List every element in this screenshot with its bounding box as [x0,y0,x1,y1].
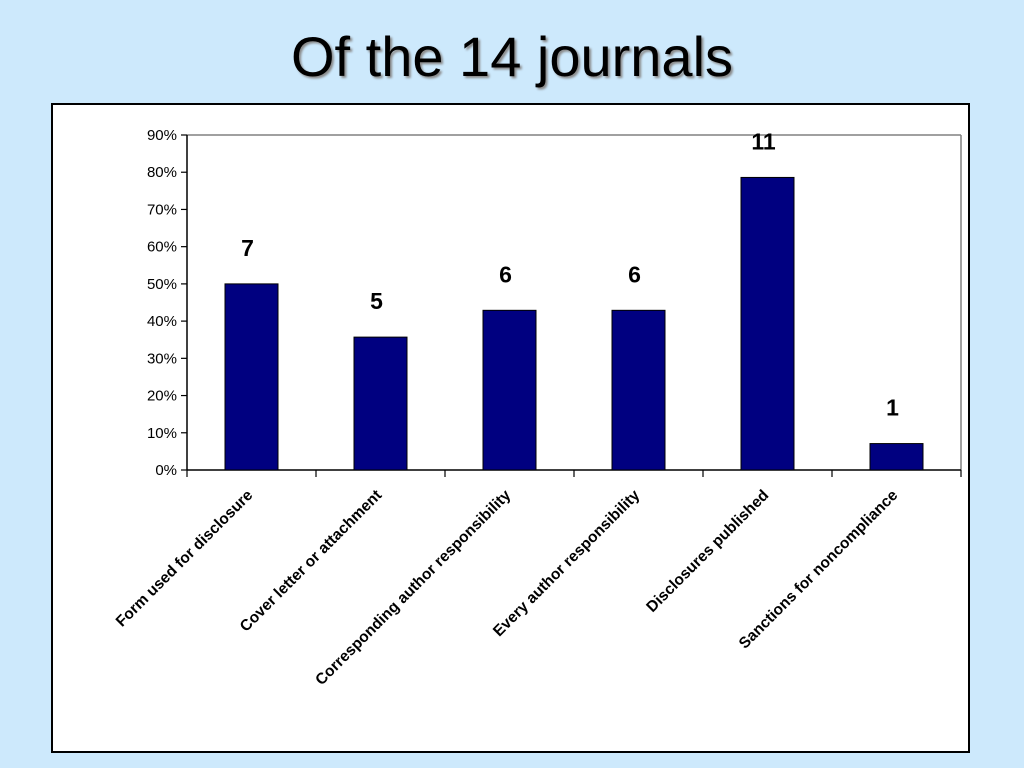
plot-area: 0% 10% 20% 30% 40% 50% 60% 70% 80% 90% 7 Form used … [113,127,962,689]
y-tick-label: 20% [147,388,177,405]
y-tick-label: 80% [147,164,177,181]
bar-2 [353,336,408,471]
y-tick-label: 40% [147,313,177,330]
data-label: 6 [628,261,641,287]
data-label: 11 [751,128,776,154]
category-label: Sanctions for noncompliance [736,487,902,653]
bar-3 [482,309,537,471]
bar-chart: 0% 10% 20% 30% 40% 50% 60% 70% 80% 90% 7 Form used … [113,127,962,689]
data-label: 7 [241,235,254,261]
category-label: Form used for disclosure [113,487,257,631]
y-tick-label: 0% [155,462,177,479]
data-label: 5 [370,288,383,314]
data-label: 6 [499,261,512,287]
category-label: Cover letter or attachment [237,487,385,635]
y-tick-label: 60% [147,239,177,256]
bar-5 [740,176,795,471]
bar-1 [224,283,279,471]
data-label: 1 [886,395,899,421]
category-label: Disclosures published [643,487,772,616]
y-tick-label: 30% [147,350,177,367]
y-tick-label: 10% [147,425,177,442]
bar-6 [869,443,924,471]
y-tick-label: 50% [147,276,177,293]
chart-panel: 0% 10% 20% 30% 40% 50% 60% 70% 80% 90% 7 Form used … [51,103,970,753]
y-tick-label: 90% [147,127,177,144]
category-label: Every author responsibility [490,487,644,641]
y-tick-label: 70% [147,201,177,218]
slide-title: Of the 14 journals [290,25,734,88]
bar-4 [611,309,666,471]
